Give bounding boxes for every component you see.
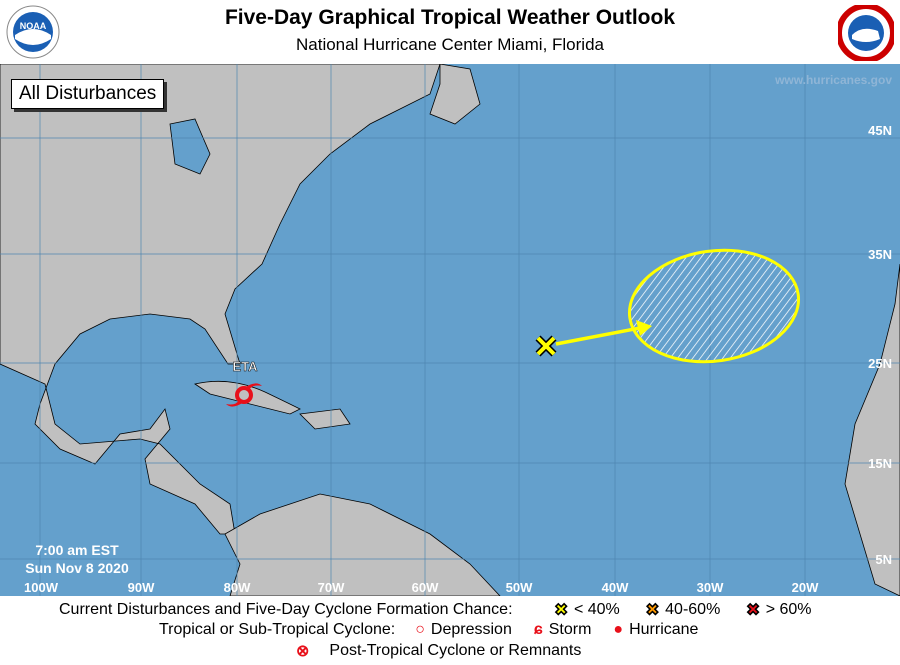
page-title: Five-Day Graphical Tropical Weather Outl… [224,6,676,29]
nws-logo [836,3,896,63]
lon-label: 70W [318,580,345,595]
lon-label: 100W [24,580,59,595]
hurricane-icon: ● [613,621,624,638]
legend-formation-label: Current Disturbances and Five-Day Cyclon… [59,601,513,618]
page-subtitle: National Hurricane Center Miami, Florida [295,35,604,54]
storm-icon: ɕ [533,621,543,638]
lat-label: 25N [868,356,892,371]
motion-arrow [555,326,641,346]
issue-time: 7:00 am EST [35,542,119,558]
formation-area[interactable] [622,240,806,373]
legend-post-tropical: Post-Tropical Cyclone or Remnants [329,642,582,659]
lat-label: 5N [875,552,892,567]
legend-medium: 40-60% [665,601,721,618]
lon-label: 90W [128,580,155,595]
newfoundland [429,64,481,125]
lon-label: 30W [697,580,724,595]
x-orange-icon: ✖ [645,602,660,620]
legend-storm: Storm [548,621,592,638]
disturbance-marker[interactable] [535,335,557,357]
website-label: www.hurricanes.gov [774,73,892,87]
x-red-icon: ✖ [746,602,760,620]
hurricane-eta-icon[interactable] [226,383,262,407]
lat-label: 45N [868,123,892,138]
hispaniola [299,408,351,430]
header: NOAA Five-Day Graphical Tropical Weather… [0,0,900,64]
map: ETA www.hurricanes.gov 45N 35N 25N 15N 5… [0,64,900,596]
lat-label: 15N [868,456,892,471]
x-yellow-icon: ✖ [554,602,568,620]
lon-label: 80W [224,580,251,595]
legend-hurricane: Hurricane [629,621,699,638]
graticule [0,64,900,596]
north-america [0,64,441,535]
legend-high: > 60% [765,601,812,618]
great-lakes [169,118,211,175]
issue-date: Sun Nov 8 2020 [25,560,129,576]
svg-text:NOAA: NOAA [20,21,47,31]
filter-label-box[interactable]: All Disturbances [11,79,165,109]
lon-label: 20W [792,580,819,595]
africa [844,263,900,596]
lon-label: 50W [506,580,533,595]
legend-depression: Depression [430,621,512,638]
noaa-logo: NOAA [6,5,60,59]
lat-label: 35N [868,247,892,262]
land [0,64,900,596]
lon-label: 40W [602,580,629,595]
storm-label: ETA [232,359,258,374]
legend-low: < 40% [573,601,620,618]
post-tropical-icon: ⊗ [296,643,310,660]
depression-icon: ○ [415,621,425,638]
legend-cyclone-label: Tropical or Sub-Tropical Cyclone: [159,621,396,638]
arrow-head [636,320,652,336]
lon-label: 60W [412,580,439,595]
south-america [224,493,501,596]
